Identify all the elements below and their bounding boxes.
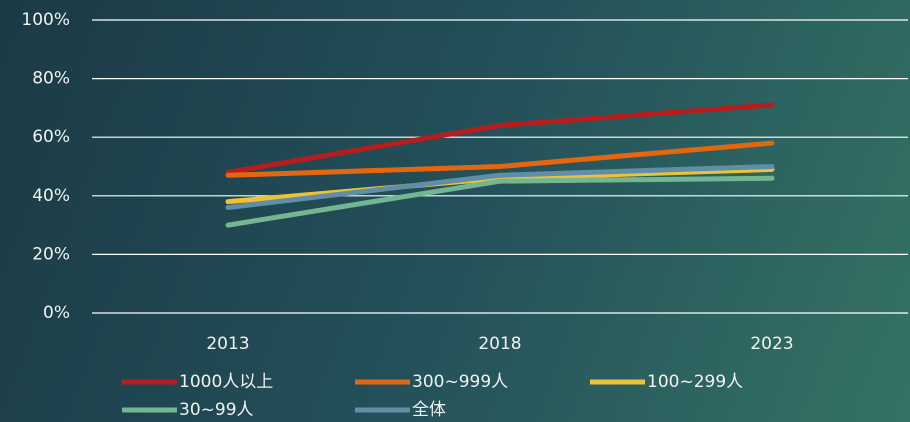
legend-label: 1000人以上 [179, 372, 273, 392]
legend-label: 300~999人 [412, 372, 508, 392]
x-tick-label: 2023 [750, 334, 793, 354]
series-line [225, 175, 775, 228]
x-tick-label: 2013 [206, 334, 249, 354]
series-line [225, 102, 775, 175]
series-line [225, 166, 775, 205]
legend-label: 30~99人 [179, 400, 254, 420]
y-tick-label: 0% [43, 303, 70, 323]
legend-label: 全体 [412, 400, 446, 420]
series-line [225, 164, 775, 211]
series-line [225, 140, 775, 178]
legend-label: 100~299人 [647, 372, 743, 392]
y-tick-label: 60% [32, 127, 70, 147]
x-tick-label: 2018 [478, 334, 521, 354]
y-tick-label: 40% [32, 186, 70, 206]
y-tick-label: 20% [32, 244, 70, 264]
y-tick-label: 100% [21, 10, 70, 30]
y-tick-label: 80% [32, 69, 70, 89]
